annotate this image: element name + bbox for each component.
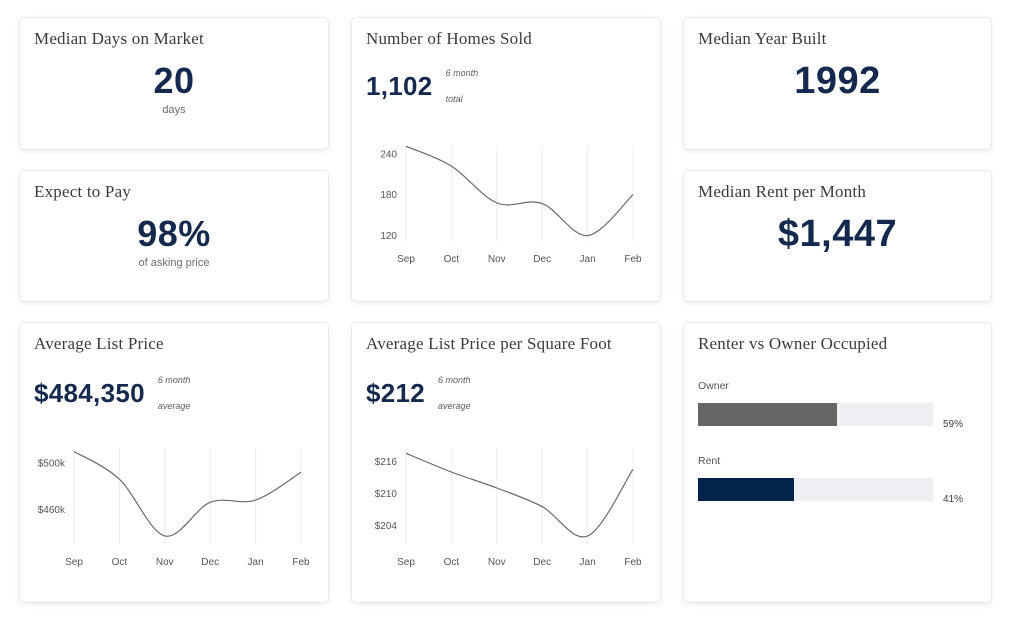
owner-bar-label: Owner <box>698 380 729 392</box>
avg-list-price-stat-labels: 6 month average <box>158 375 191 412</box>
avg-list-price-stat: $484,350 6 month average <box>34 375 314 412</box>
homes-sold-qualifier-label: total <box>445 94 463 104</box>
homes-sold-card: Number of Homes Sold 1,102 6 month total… <box>351 17 661 302</box>
median-rent-title: Median Rent per Month <box>698 182 867 201</box>
renter-vs-owner-title: Renter vs Owner Occupied <box>698 334 888 353</box>
price-per-sqft-line-chart: Sep Oct Nov Dec Jan Feb $216 $210 $204 <box>366 444 646 572</box>
svg-text:Dec: Dec <box>201 557 219 568</box>
svg-text:120: 120 <box>380 231 397 242</box>
svg-text:Sep: Sep <box>397 557 415 568</box>
svg-text:Jan: Jan <box>580 254 596 265</box>
svg-text:$460k: $460k <box>38 505 66 516</box>
expect-to-pay-unit: of asking price <box>138 256 210 269</box>
median-rent-stat: $1,447 <box>698 213 977 255</box>
svg-text:Oct: Oct <box>112 557 128 568</box>
rent-bar-fill <box>698 478 795 501</box>
svg-text:Dec: Dec <box>533 254 551 265</box>
homes-sold-value: 1,102 <box>366 71 433 101</box>
svg-text:$204: $204 <box>375 521 398 532</box>
svg-text:$216: $216 <box>375 457 398 468</box>
price-per-sqft-qualifier-label: average <box>438 401 471 411</box>
median-days-stat: 20 days <box>34 62 314 116</box>
median-rent-value: $1,447 <box>777 213 898 255</box>
owner-bar-fill <box>698 403 837 426</box>
svg-text:Nov: Nov <box>488 254 506 265</box>
svg-text:Oct: Oct <box>444 254 460 265</box>
owner-bar-track <box>698 403 933 426</box>
svg-text:Sep: Sep <box>397 254 415 265</box>
rent-bar-row: 41% <box>698 478 977 505</box>
rent-bar-track <box>698 478 933 501</box>
svg-text:Jan: Jan <box>248 557 264 568</box>
avg-list-price-value: $484,350 <box>34 378 145 408</box>
price-per-sqft-card: Average List Price per Square Foot $212 … <box>351 322 661 603</box>
svg-text:$210: $210 <box>375 489 398 500</box>
expect-to-pay-title: Expect to Pay <box>34 182 132 201</box>
homes-sold-stat: 1,102 6 month total <box>366 68 646 105</box>
svg-text:Oct: Oct <box>444 557 460 568</box>
price-per-sqft-period-label: 6 month <box>438 375 471 385</box>
price-per-sqft-stat: $212 6 month average <box>366 375 646 412</box>
median-days-value: 20 <box>153 60 195 101</box>
owner-bar-group: Owner 59% <box>698 379 977 430</box>
price-per-sqft-title: Average List Price per Square Foot <box>366 334 612 353</box>
median-days-unit: days <box>162 103 186 116</box>
owner-bar-percent: 59% <box>943 419 964 430</box>
expect-to-pay-value: 98% <box>137 213 211 254</box>
avg-list-price-card: Average List Price $484,350 6 month aver… <box>19 322 329 603</box>
svg-text:Jan: Jan <box>580 557 596 568</box>
svg-text:$500k: $500k <box>38 459 66 470</box>
dashboard-grid: Median Days on Market 20 days Number of … <box>19 17 992 603</box>
homes-sold-period-label: 6 month <box>445 68 479 78</box>
svg-text:Dec: Dec <box>533 557 551 568</box>
renter-vs-owner-card: Renter vs Owner Occupied Owner 59% Rent … <box>683 322 992 603</box>
rent-bar-label: Rent <box>698 455 721 467</box>
year-built-card: Median Year Built 1992 <box>683 17 992 150</box>
svg-text:Nov: Nov <box>488 557 506 568</box>
svg-text:180: 180 <box>380 190 397 201</box>
price-per-sqft-stat-labels: 6 month average <box>438 375 471 412</box>
svg-text:Nov: Nov <box>156 557 174 568</box>
rent-bar-percent: 41% <box>943 494 964 505</box>
svg-text:240: 240 <box>380 149 397 160</box>
svg-text:Sep: Sep <box>65 557 83 568</box>
homes-sold-line-chart: Sep Oct Nov Dec Jan Feb 240 180 120 <box>366 141 646 269</box>
avg-list-price-line-chart: Sep Oct Nov Dec Jan Feb $500k $460k <box>34 444 314 572</box>
avg-list-price-period-label: 6 month <box>157 375 191 385</box>
rent-bar-group: Rent 41% <box>698 454 977 505</box>
year-built-value: 1992 <box>794 60 881 102</box>
price-per-sqft-value: $212 <box>366 378 426 408</box>
median-days-card: Median Days on Market 20 days <box>19 17 329 150</box>
avg-list-price-title: Average List Price <box>34 334 164 353</box>
median-days-title: Median Days on Market <box>34 29 204 48</box>
homes-sold-title: Number of Homes Sold <box>366 29 532 48</box>
year-built-title: Median Year Built <box>698 29 827 48</box>
svg-text:Feb: Feb <box>292 557 310 568</box>
year-built-stat: 1992 <box>698 60 977 102</box>
svg-text:Feb: Feb <box>624 557 642 568</box>
median-rent-card: Median Rent per Month $1,447 <box>683 170 992 302</box>
avg-list-price-qualifier-label: average <box>157 401 191 411</box>
svg-text:Feb: Feb <box>624 254 642 265</box>
owner-bar-row: 59% <box>698 403 977 430</box>
expect-to-pay-card: Expect to Pay 98% of asking price <box>19 170 329 302</box>
homes-sold-stat-labels: 6 month total <box>446 68 479 105</box>
expect-to-pay-stat: 98% of asking price <box>34 215 314 269</box>
